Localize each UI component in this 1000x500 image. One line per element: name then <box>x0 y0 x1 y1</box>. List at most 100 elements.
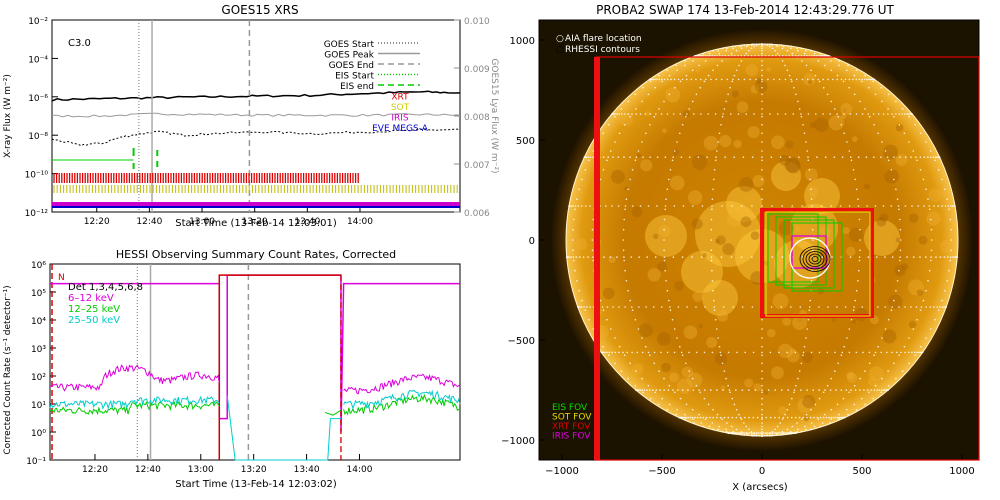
grid-dot <box>612 306 614 308</box>
grid-dot <box>591 239 594 241</box>
goes-data-marks <box>51 20 461 212</box>
sun-texture-spot <box>846 372 858 383</box>
grid-dot <box>782 432 785 435</box>
grid-dot <box>826 351 829 354</box>
grid-dot <box>614 362 616 365</box>
grid-dot <box>704 306 706 308</box>
grid-dot <box>791 80 793 83</box>
grid-dot <box>688 370 690 372</box>
grid-dot <box>631 306 633 308</box>
grid-dot <box>572 205 574 207</box>
grid-dot <box>679 113 681 115</box>
grid-dot <box>667 389 670 391</box>
grid-dot <box>679 397 682 400</box>
grid-dot <box>877 306 879 308</box>
grid-dot <box>822 55 824 57</box>
sun-texture-spot <box>631 363 644 375</box>
grid-dot <box>669 306 671 308</box>
grid-dot <box>744 416 746 419</box>
grid-dot <box>725 100 727 103</box>
grid-dot <box>713 309 716 312</box>
grid-dot <box>954 256 956 258</box>
grid-dot <box>713 178 715 181</box>
sun-texture-spot <box>808 186 819 197</box>
grid-dot <box>749 78 751 81</box>
grid-dot <box>716 389 718 391</box>
hessi-x-tick-label: 14:00 <box>347 465 373 475</box>
grid-dot <box>929 328 932 330</box>
grid-dot <box>701 205 704 207</box>
grid-dot <box>919 351 922 354</box>
sun-texture-spot <box>656 332 671 346</box>
grid-dot <box>863 78 866 81</box>
grid-dot <box>810 408 812 411</box>
sun-texture-spot <box>683 325 698 340</box>
grid-dot <box>642 86 644 89</box>
grid-dot <box>859 100 861 103</box>
swap-y-tick-label: 1000 <box>510 36 535 47</box>
grid-dot <box>572 256 575 258</box>
grid-dot <box>930 228 933 231</box>
grid-dot <box>877 345 879 348</box>
grid-dot <box>769 432 771 435</box>
grid-dot <box>624 269 626 272</box>
grid-dot <box>947 205 950 207</box>
grid-dot <box>685 115 687 118</box>
grid-dot <box>806 55 808 57</box>
grid-dot <box>774 428 776 431</box>
grid-dot <box>574 205 577 207</box>
grid-dot <box>780 306 783 308</box>
grid-dot <box>752 434 754 437</box>
grid-dot <box>581 306 583 308</box>
grid-dot <box>911 113 913 115</box>
grid-dot <box>703 55 705 57</box>
swap-y-tick-label: 500 <box>516 136 535 147</box>
grid-dot <box>749 432 751 434</box>
sun-texture-spot <box>636 153 642 158</box>
grid-dot <box>895 113 897 115</box>
grid-dot <box>941 299 943 302</box>
grid-dot <box>652 306 655 308</box>
grid-dot <box>908 337 910 339</box>
sun-texture-spot <box>720 385 726 391</box>
grid-dot <box>784 413 786 416</box>
grid-dot <box>761 434 763 436</box>
grid-dot <box>780 389 783 391</box>
grid-dot <box>874 384 877 387</box>
grid-dot <box>737 55 739 57</box>
grid-dot <box>768 55 770 57</box>
sun-texture-spot <box>804 168 818 181</box>
grid-dot <box>946 256 949 258</box>
grid-dot <box>707 74 710 77</box>
grid-dot <box>695 384 698 387</box>
goes-y-tick-right-label: 0.010 <box>464 17 490 27</box>
grid-dot <box>837 115 839 118</box>
grid-dot <box>868 78 870 81</box>
grid-dot <box>608 124 610 126</box>
grid-dot <box>805 413 808 416</box>
grid-dot <box>873 78 876 81</box>
active-region <box>702 280 738 316</box>
grid-dot <box>810 351 813 354</box>
grid-dot <box>904 351 906 354</box>
grid-dot <box>666 78 669 81</box>
sun-texture-spot <box>719 134 732 148</box>
grid-dot <box>808 306 811 308</box>
grid-dot <box>818 389 820 391</box>
grid-dot <box>685 74 688 77</box>
grid-dot <box>768 43 771 46</box>
grid-dot <box>844 416 846 419</box>
grid-dot <box>864 370 866 372</box>
grid-dot <box>741 389 744 391</box>
grid-dot <box>700 113 702 115</box>
grid-dot <box>868 391 870 394</box>
grid-dot <box>805 141 807 143</box>
grid-dot <box>813 52 816 55</box>
grid-dot <box>735 49 738 52</box>
grid-dot <box>727 93 729 96</box>
grid-dot <box>861 78 863 81</box>
sun-texture-spot <box>754 80 768 93</box>
grid-dot <box>859 228 861 231</box>
grid-dot <box>747 55 749 57</box>
grid-dot <box>659 389 661 391</box>
